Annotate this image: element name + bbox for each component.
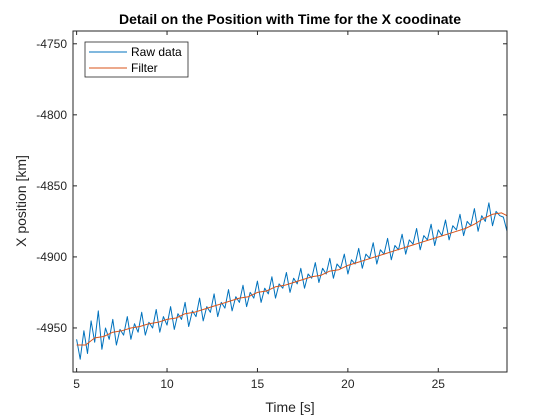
y-axis-label: X position [km] [13, 155, 29, 247]
series-line-raw-data [76, 202, 508, 360]
y-tick-label: -4900 [36, 250, 67, 264]
x-axis-ticks: 5 10 15 20 25 [73, 31, 445, 391]
plot-area [73, 31, 507, 372]
x-tick-label: 20 [341, 377, 355, 391]
y-tick-label: -4800 [36, 108, 67, 122]
x-tick-label: 15 [251, 377, 265, 391]
series-line-filter [76, 212, 508, 346]
legend-box [84, 41, 189, 78]
legend-label-raw-data: Raw data [131, 45, 182, 59]
y-tick-label: -4850 [36, 179, 67, 193]
series-layer [76, 202, 508, 360]
x-tick-label: 5 [73, 377, 80, 391]
y-tick-label: -4750 [36, 37, 67, 51]
legend: Raw data Filter [84, 41, 189, 78]
axes-box [72, 30, 508, 373]
x-axis-label: Time [s] [265, 399, 314, 415]
x-tick-label: 10 [160, 377, 174, 391]
legend-label-filter: Filter [131, 61, 158, 75]
y-tick-label: -4950 [36, 321, 67, 335]
chart-title: Detail on the Position with Time for the… [119, 11, 461, 27]
y-axis-ticks: -4950 -4900 -4850 -4800 -4750 [36, 37, 507, 335]
x-tick-label: 25 [432, 377, 446, 391]
